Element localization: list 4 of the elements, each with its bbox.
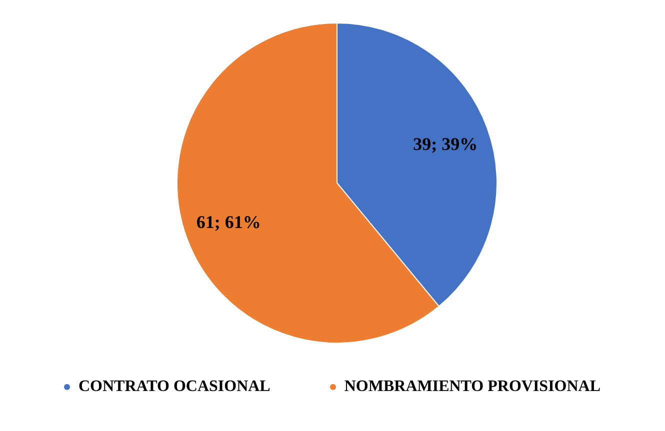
data-label: 39; 39% — [413, 134, 478, 154]
legend-label: NOMBRAMIENTO PROVISIONAL — [344, 378, 601, 396]
legend-label: CONTRATO OCASIONAL — [78, 378, 270, 396]
data-label: 61; 61% — [196, 212, 261, 232]
